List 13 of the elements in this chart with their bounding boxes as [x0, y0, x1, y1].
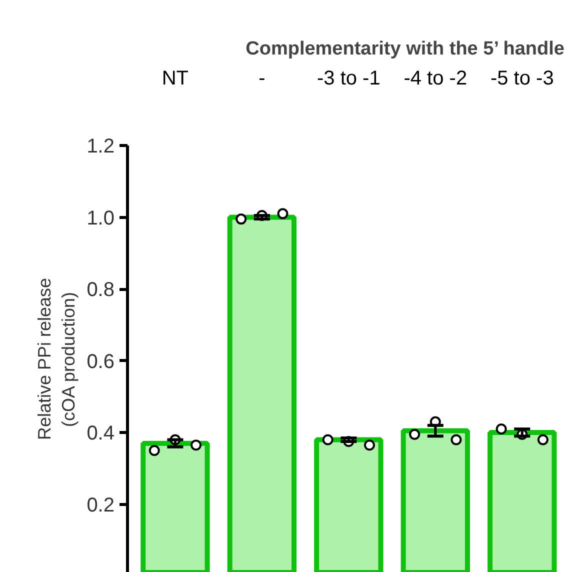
chart-title: Complementarity with the 5’ handle: [246, 38, 564, 60]
y-tick-label: 1.0: [86, 207, 115, 230]
x-tick-label: -: [258, 68, 266, 90]
x-tick-label: -5 to -3: [490, 68, 554, 90]
y-tick-label: 0.8: [86, 279, 115, 302]
y-tick-label: 0.2: [86, 494, 115, 516]
x-tick-label: NT: [162, 68, 189, 90]
y-tick-label: 1.2: [86, 136, 115, 158]
y-axis-title: Relative PPi release (cOA production): [34, 278, 79, 440]
y-tick-label: 0.6: [86, 350, 115, 373]
y-tick-label: 0.4: [86, 422, 115, 445]
x-tick-label: -3 to -1: [316, 68, 380, 90]
x-tick-label: -4 to -2: [404, 68, 468, 90]
